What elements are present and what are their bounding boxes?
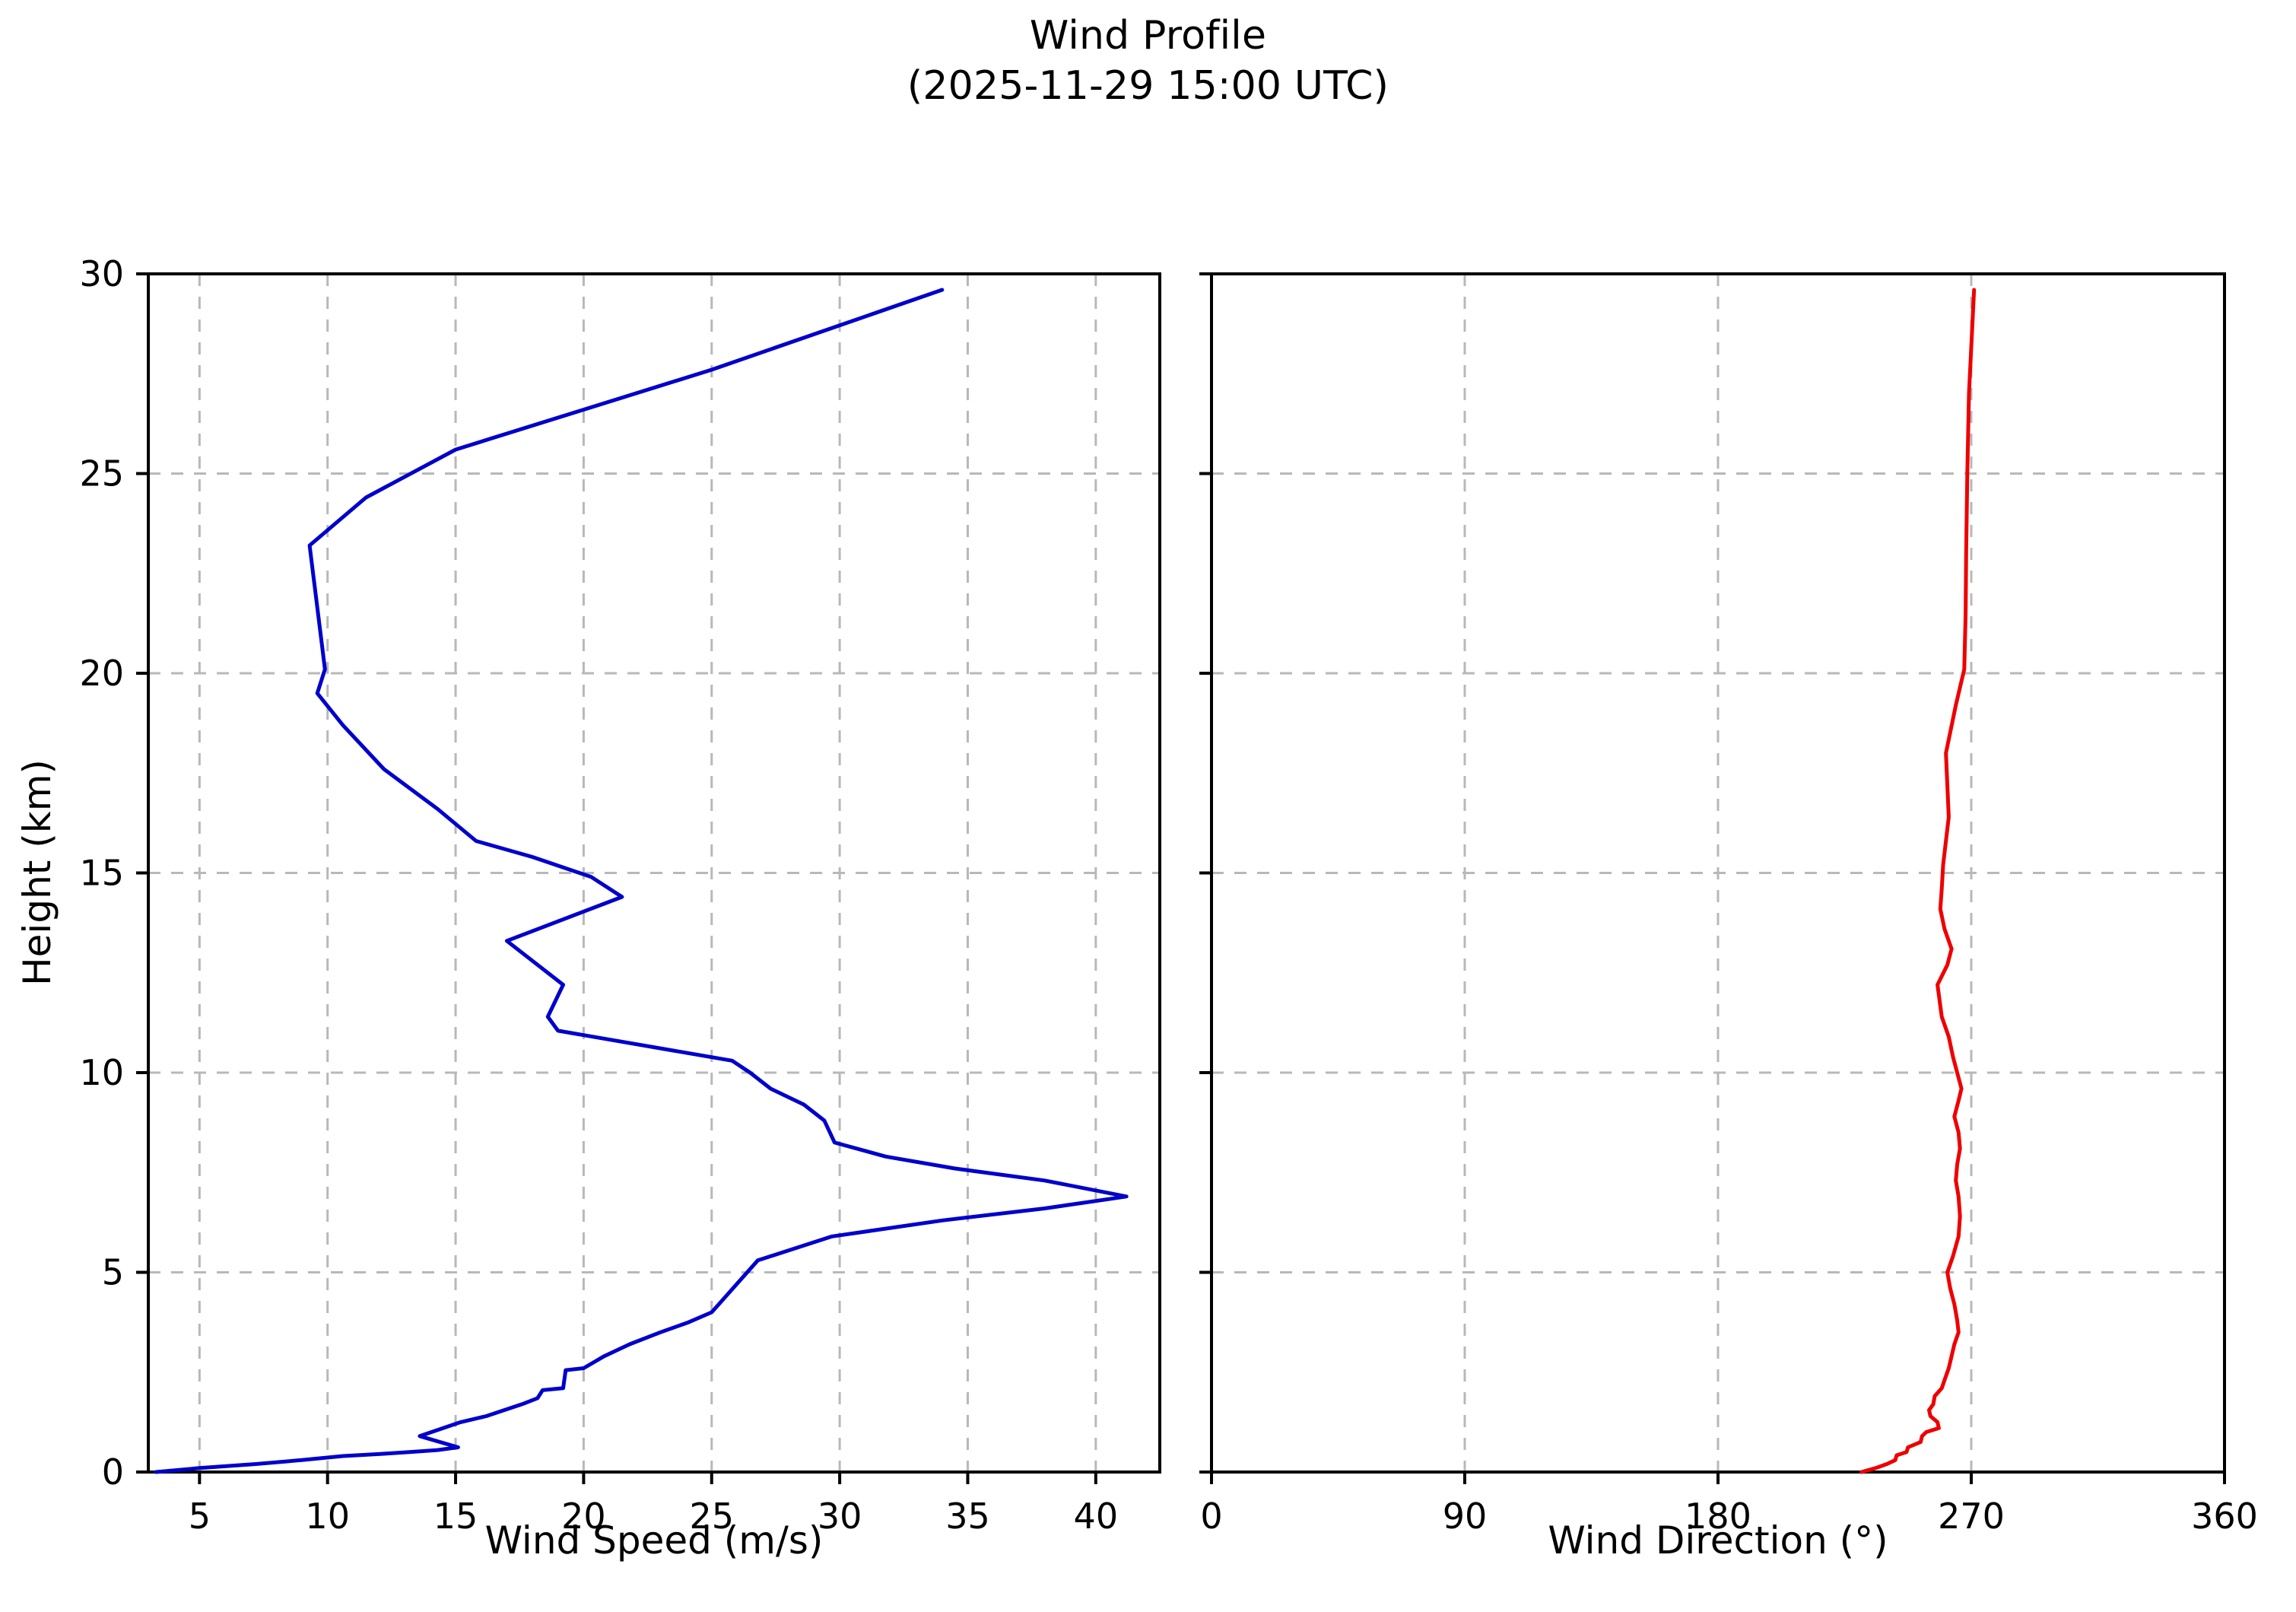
x-tick-label: 5 — [189, 1496, 211, 1537]
x-tick-label: 20 — [561, 1496, 606, 1537]
x-tick-label: 40 — [1074, 1496, 1119, 1537]
x-tick-label: 15 — [433, 1496, 478, 1537]
x-tick-label: 10 — [305, 1496, 350, 1537]
wind-speed-series — [154, 288, 1129, 1474]
left-panel-gridlines — [148, 274, 1160, 1472]
y-axis-label: Height (km) — [15, 759, 59, 986]
x-tick-label: 0 — [1200, 1496, 1222, 1537]
y-tick-label: 15 — [79, 853, 124, 894]
wind-direction-series — [1859, 288, 1977, 1474]
y-tick-label: 25 — [79, 453, 124, 494]
y-tick-label: 30 — [79, 253, 124, 294]
figure-title: Wind Profile (2025-11-29 15:00 UTC) — [0, 11, 2296, 111]
title-line-main: Wind Profile — [1029, 13, 1267, 59]
y-tick-label: 0 — [102, 1451, 124, 1493]
y-tick-label: 20 — [79, 653, 124, 694]
x-tick-label: 270 — [1938, 1496, 2005, 1537]
x-tick-label: 30 — [818, 1496, 862, 1537]
y-tick-label: 10 — [79, 1052, 124, 1093]
x-tick-label: 35 — [945, 1496, 990, 1537]
y-tick-label: 5 — [102, 1252, 124, 1293]
x-tick-label: 25 — [689, 1496, 734, 1537]
x-tick-label: 360 — [2191, 1496, 2258, 1537]
right-panel-ticks: 0 90 180 270 360 — [1199, 272, 2258, 1537]
x-tick-label: 90 — [1443, 1496, 1488, 1537]
left-panel-ticks: 5 10 15 20 25 30 35 40 0 5 10 15 20 25 30 — [79, 253, 1118, 1537]
title-line-timestamp: (2025-11-29 15:00 UTC) — [907, 63, 1389, 109]
x-tick-label: 180 — [1685, 1496, 1751, 1537]
right-x-axis-label: Wind Direction (°) — [1548, 1518, 1888, 1563]
right-panel-gridlines — [1212, 274, 2225, 1472]
left-x-axis-label: Wind Speed (m/s) — [485, 1518, 824, 1563]
